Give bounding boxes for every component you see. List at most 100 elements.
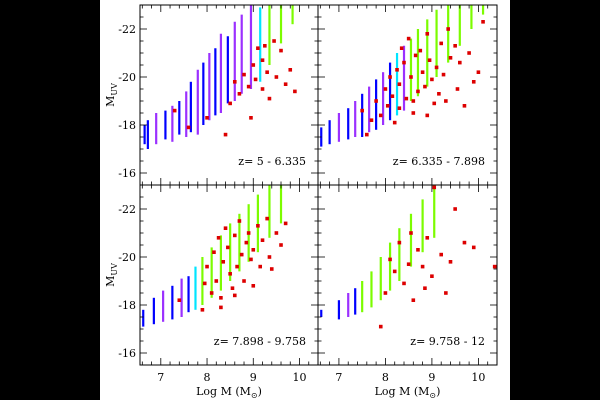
data-point-2 (186, 125, 191, 130)
data-point-11 (395, 68, 399, 72)
y-tick-label: -18 (118, 119, 136, 132)
data-point-14 (402, 60, 406, 65)
y-tick-label: -22 (118, 203, 136, 216)
redshift-annotation: z= 9.758 - 12 (410, 335, 485, 348)
data-point-18 (453, 207, 457, 211)
data-point-28 (434, 65, 439, 70)
data-point-27 (432, 101, 437, 106)
data-point-1 (172, 108, 177, 113)
data-point-11 (420, 264, 425, 269)
x-axis-title-sub: ⊙ (429, 391, 436, 400)
x-tick-label: 7 (335, 371, 342, 384)
panel-2: z= 6.335 - 7.898 (317, 4, 498, 186)
y-tick-label: -16 (118, 347, 136, 360)
data-point-15 (232, 233, 237, 238)
data-point-25 (427, 58, 432, 62)
data-point-23 (260, 87, 265, 91)
y-axis-title: MUV (104, 83, 119, 107)
data-point-40 (471, 80, 476, 84)
data-point-31 (441, 72, 446, 77)
data-point-6 (237, 92, 242, 96)
data-point-15 (265, 70, 269, 74)
panel-1: -22 -20 -18 -16 z= 5 - 6.335 MUV (104, 4, 319, 186)
y-tick-label: -20 (118, 251, 136, 264)
data-point-17 (237, 219, 242, 223)
data-point-5 (209, 291, 214, 295)
data-point-7 (406, 262, 411, 266)
data-point-34 (232, 293, 237, 298)
data-point-2 (200, 308, 205, 312)
data-point-16 (235, 264, 239, 269)
y-tick-label: -16 (118, 167, 136, 180)
data-point-33 (219, 305, 223, 310)
data-point-20 (244, 240, 249, 245)
x-axis-title-close: ) (258, 385, 262, 398)
data-point-14 (263, 44, 267, 48)
data-point-6 (212, 250, 216, 254)
data-point-28 (267, 255, 272, 259)
plot-area-background (100, 0, 510, 400)
redshift-annotation: z= 5 - 6.335 (238, 155, 306, 168)
data-point-14 (432, 185, 437, 190)
data-point-9 (219, 296, 223, 300)
data-point-13 (260, 58, 265, 62)
data-point-4 (223, 132, 228, 137)
data-point-8 (409, 231, 413, 235)
x-axis-title-main: Log M (M (196, 385, 251, 398)
data-point-23 (251, 248, 256, 252)
x-tick-label: 10 (293, 371, 307, 384)
data-point-26 (260, 238, 265, 242)
data-point-16 (406, 36, 411, 41)
data-point-16 (267, 96, 272, 101)
data-point-19 (462, 240, 467, 245)
data-point-3 (388, 257, 392, 262)
x-axis-title-close: ) (436, 385, 440, 398)
redshift-annotation: z= 7.898 - 9.758 (214, 335, 306, 348)
data-point-16 (444, 291, 448, 295)
data-point-33 (446, 27, 450, 31)
data-point-5 (232, 80, 237, 84)
data-point-21 (418, 48, 423, 53)
data-point-12 (256, 46, 260, 50)
data-point-20 (416, 89, 420, 94)
data-point-18 (274, 75, 279, 79)
data-point-31 (279, 243, 283, 247)
data-point-7 (242, 72, 246, 77)
data-point-3 (202, 281, 207, 286)
data-point-36 (455, 87, 460, 91)
data-point-10 (392, 120, 397, 125)
data-point-18 (411, 111, 416, 115)
data-point-35 (453, 44, 457, 48)
data-point-12 (425, 236, 430, 240)
data-point-22 (228, 101, 232, 106)
y-tick-label: -18 (118, 299, 136, 312)
data-point-30 (274, 231, 279, 235)
x-tick-label: 9 (250, 371, 257, 384)
y-axis-title-sub: UV (110, 83, 119, 96)
data-point-7 (385, 104, 390, 108)
data-point-8 (388, 75, 392, 79)
data-point-15 (439, 252, 444, 257)
data-point-8 (246, 84, 251, 89)
data-point-43 (397, 106, 402, 110)
data-point-10 (251, 63, 256, 67)
data-point-10 (416, 248, 420, 252)
data-point-19 (242, 279, 246, 283)
panel-marks (320, 185, 497, 329)
data-point-19 (413, 53, 418, 58)
data-point-24 (256, 224, 260, 228)
data-point-1 (378, 324, 383, 329)
data-point-11 (223, 226, 228, 230)
data-point-29 (437, 92, 441, 96)
data-point-4 (392, 269, 397, 274)
y-axis-title-main: M (104, 276, 117, 287)
data-point-13 (228, 272, 232, 276)
data-point-2 (383, 291, 388, 295)
data-point-6 (402, 281, 406, 286)
data-point-8 (216, 236, 221, 240)
data-point-21 (492, 264, 497, 269)
y-tick-label: -22 (118, 23, 136, 36)
data-point-18 (239, 252, 244, 257)
x-tick-label: 10 (471, 371, 485, 384)
